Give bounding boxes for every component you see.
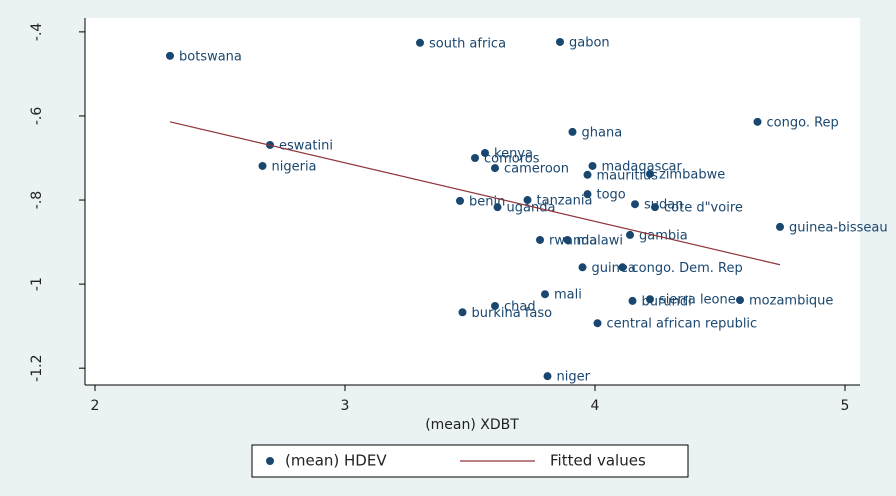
x-tick-label: 3 [341,398,350,414]
x-axis-title: (mean) XDBT [425,417,519,433]
legend-label: (mean) HDEV [285,452,387,470]
point-label: mozambique [749,294,833,309]
x-tick-label: 2 [91,398,100,414]
point [556,37,564,46]
point [628,296,637,305]
point-label: togo [597,188,626,203]
point [541,290,549,299]
point [626,230,634,239]
fit-line [169,121,781,266]
x-tick-label: 5 [841,398,850,414]
point [618,263,627,272]
point-label: nigeria [272,159,317,174]
point [646,295,654,304]
point [583,190,592,199]
point-label: comoros [484,151,540,166]
point [491,164,499,173]
point [753,117,762,126]
point [166,51,174,60]
point-label: madagascar [602,159,683,174]
point [646,169,654,178]
point-label: central african republic [607,317,758,332]
point [583,170,592,179]
point-label: congo. Rep [767,115,839,130]
y-tick-label: -.6 [29,107,45,126]
point-label: guinea-bisseau [789,220,888,235]
point-label: gambia [639,228,688,243]
point [631,200,639,209]
point [568,127,577,136]
point-label: kenya [494,146,533,161]
point-label: zimbabwe [659,167,725,182]
point-label: uganda [507,201,556,216]
y-tick-label: -1 [29,277,45,291]
point-label: gabon [569,35,610,50]
point [523,196,532,205]
point [491,301,499,310]
point-label: congo. Dem. Rep [632,261,743,276]
point [588,161,597,170]
point [493,203,502,212]
point-label: tanzania [537,194,593,209]
point [593,319,602,328]
point-label: ghana [582,125,623,140]
point-label: burundi [642,294,692,309]
x-tick-label: 4 [591,398,600,414]
y-tick-label: -1.2 [29,355,45,382]
point [481,148,489,157]
point [471,153,479,162]
point-label: sierra leone [659,293,736,308]
point-label: mali [554,288,582,303]
point-label: burkina faso [472,306,553,321]
point-label: cote d"voire [664,201,743,216]
point-label: mauritius [597,168,659,183]
point-label: malawi [577,233,623,248]
point [651,203,659,212]
point [416,38,424,47]
point [776,222,784,231]
point-label: cameroon [504,162,569,177]
point-label: south africa [429,36,506,51]
point-label: botswana [179,49,242,64]
point-label: niger [557,370,591,385]
point-label: chad [504,299,536,314]
point-label: eswatini [279,138,333,153]
point [258,161,267,170]
point [578,263,587,272]
point [736,296,744,305]
point [543,372,552,381]
legend-marker [266,457,274,465]
point [563,235,572,244]
point-label: rwanda [549,233,597,248]
legend-label: Fitted values [550,452,646,470]
plot-area [85,18,860,385]
point-label: guinea [592,261,636,276]
point [536,235,544,244]
y-tick-label: -.8 [29,191,45,209]
point [456,196,464,205]
y-tick-label: -.4 [29,23,45,42]
point [458,308,467,317]
